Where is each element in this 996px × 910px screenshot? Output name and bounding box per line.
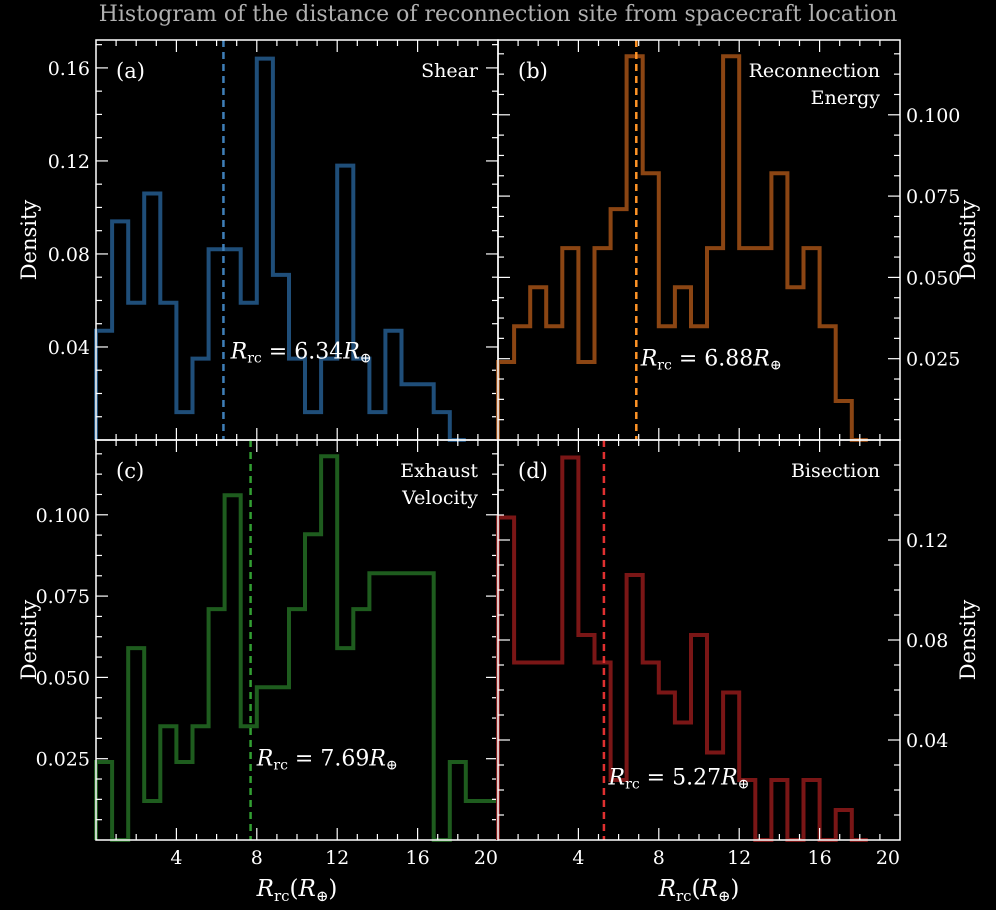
x-label-symbol: R <box>256 876 274 902</box>
method-label: Reconnection <box>749 60 880 82</box>
panel-label: (a) <box>116 59 145 83</box>
mean-value: = 6.34 <box>262 340 343 365</box>
mean-symbol: R <box>256 747 274 772</box>
method-label: Shear <box>421 60 479 82</box>
histogram-outline <box>496 455 868 842</box>
y-tick-label: 0.050 <box>36 667 90 689</box>
x-tick-label: 20 <box>474 847 498 869</box>
histogram-outline <box>94 56 466 442</box>
method-label: Bisection <box>791 460 880 482</box>
x-axis-label-2: Rrc(R⊕) <box>658 876 740 905</box>
mean-unit-subscript: ⊕ <box>360 351 372 367</box>
x-label-paren-open: ( <box>692 876 701 902</box>
y-tick-label: 0.12 <box>48 151 90 173</box>
histogram-outline <box>496 54 868 442</box>
axes-frame <box>95 39 499 441</box>
x-label-paren-close: ) <box>328 876 337 902</box>
x-tick-label: 16 <box>406 847 430 869</box>
y-tick-label: 0.025 <box>906 349 960 371</box>
mean-value: = 6.88 <box>672 347 753 372</box>
x-tick-label: 12 <box>325 847 349 869</box>
panel-label: (b) <box>518 59 548 83</box>
y-tick-label: 0.075 <box>906 186 960 208</box>
method-label: Energy <box>811 87 881 109</box>
mean-unit: R <box>342 340 360 365</box>
y-tick-label: 0.12 <box>906 530 948 552</box>
x-label-symbol: R <box>658 876 676 902</box>
y-tick-label: 0.04 <box>906 730 948 752</box>
panel-3: 4 8 12 16 20 0.025 0.050 0.075 0.100 Density (c) Ex… <box>17 439 500 869</box>
x-label-paren-close: ) <box>730 876 739 902</box>
y-tick-label: 0.075 <box>36 586 90 608</box>
method-label: Velocity <box>401 487 478 509</box>
x-tick-label: 8 <box>251 847 263 869</box>
mean-unit-subscript: ⊕ <box>770 358 782 374</box>
panel-2: 0.025 0.050 0.075 0.100 Density (b) Reconnecti… <box>496 39 980 442</box>
y-axis-label: Density <box>956 200 980 281</box>
x-tick-label: 16 <box>808 847 832 869</box>
figure-title: Histogram of the distance of reconnectio… <box>98 2 898 27</box>
x-tick-label: 20 <box>876 847 900 869</box>
mean-symbol: R <box>608 766 626 791</box>
x-label-inner-subscript: ⊕ <box>718 887 731 905</box>
y-axis-label: Density <box>956 600 980 681</box>
x-tick-label: 4 <box>572 847 584 869</box>
y-tick-label: 0.100 <box>906 105 960 127</box>
mean-annotation: Rrc = 5.27R⊕ <box>608 766 750 793</box>
panel-label: (d) <box>518 459 548 483</box>
y-tick-label: 0.050 <box>906 267 960 289</box>
x-label-subscript: rc <box>274 887 290 905</box>
x-tick-label: 12 <box>727 847 751 869</box>
mean-symbol: R <box>640 347 658 372</box>
x-label-subscript: rc <box>676 887 692 905</box>
x-label-inner: R <box>700 876 718 902</box>
mean-annotation: Rrc = 7.69R⊕ <box>256 747 398 774</box>
y-tick-label: 0.025 <box>36 749 90 771</box>
y-tick-label: 0.16 <box>48 58 90 80</box>
x-label-inner: R <box>298 876 316 902</box>
panel-label: (c) <box>116 459 144 483</box>
y-axis-label: Density <box>17 200 41 281</box>
x-label-inner-subscript: ⊕ <box>316 887 329 905</box>
x-tick-label: 8 <box>653 847 665 869</box>
mean-annotation: Rrc = 6.88R⊕ <box>640 347 782 374</box>
method-label: Exhaust <box>400 460 478 482</box>
mean-subscript: rc <box>625 777 640 793</box>
x-axis-label-1: Rrc(R⊕) <box>256 876 338 905</box>
y-tick-label: 0.04 <box>48 337 90 359</box>
y-tick-label: 0.08 <box>906 630 948 652</box>
mean-symbol: R <box>230 340 248 365</box>
mean-unit-subscript: ⊕ <box>738 777 750 793</box>
mean-unit: R <box>720 766 738 791</box>
mean-subscript: rc <box>247 351 262 367</box>
mean-value: = 7.69 <box>288 747 369 772</box>
mean-unit: R <box>368 747 386 772</box>
mean-unit: R <box>752 347 770 372</box>
y-axis-label: Density <box>17 600 41 681</box>
panel-1: 0.04 0.08 0.12 0.16 Density (a) Shear Rrc = 6.3… <box>17 39 499 442</box>
mean-subscript: rc <box>657 358 672 374</box>
panel-4: 4 8 12 16 20 0.04 0.08 0.12 Density (d) Bisection R… <box>496 439 980 869</box>
x-label-paren-open: ( <box>290 876 299 902</box>
y-tick-label: 0.100 <box>36 505 90 527</box>
y-tick-label: 0.08 <box>48 244 90 266</box>
histogram-outline <box>94 454 500 842</box>
mean-subscript: rc <box>273 758 288 774</box>
mean-value: = 5.27 <box>640 766 721 791</box>
mean-unit-subscript: ⊕ <box>386 758 398 774</box>
x-tick-label: 4 <box>170 847 182 869</box>
mean-annotation: Rrc = 6.34R⊕ <box>230 340 372 367</box>
